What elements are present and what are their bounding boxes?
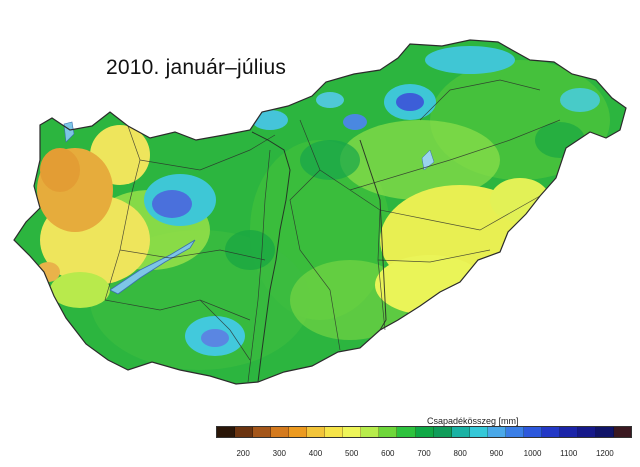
hungary-region	[13, 39, 627, 385]
map-title: 2010. január–július	[106, 56, 287, 79]
